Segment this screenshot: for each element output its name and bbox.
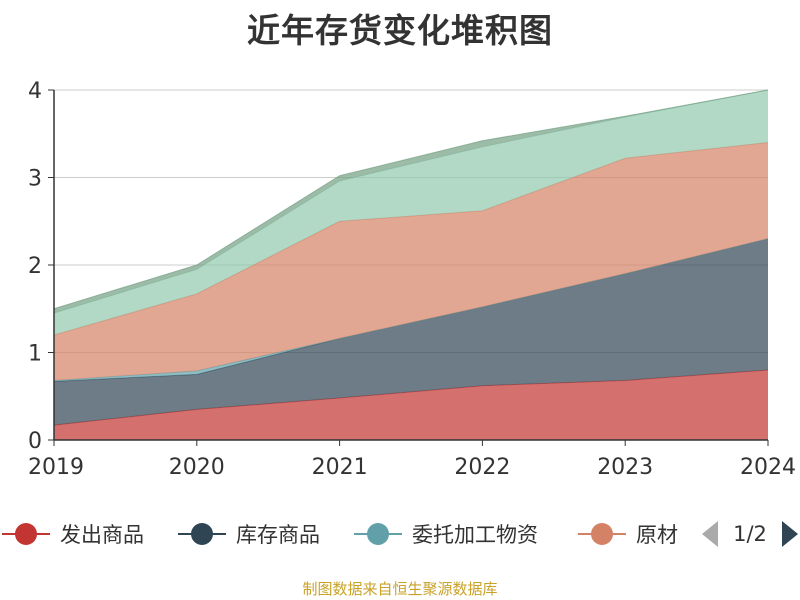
legend-page-indicator: 1/2 <box>733 522 767 546</box>
x-tick-label: 2022 <box>454 455 510 480</box>
triangle-left-icon[interactable] <box>700 519 720 549</box>
x-tick-label: 2021 <box>312 455 368 480</box>
area-series-2 <box>54 238 768 426</box>
axes <box>53 90 769 446</box>
legend-marker-icon <box>178 514 226 554</box>
area-series-6 <box>54 90 768 314</box>
y-tick-labels: 0 1 2 3 4 <box>28 79 42 454</box>
y-tick-label: 1 <box>28 342 42 367</box>
legend-label: 委托加工物资 <box>412 523 538 547</box>
legend-label: 原材 <box>636 523 678 547</box>
triangle-right-icon[interactable] <box>780 519 800 549</box>
area-series-4 <box>54 142 768 381</box>
legend-marker-icon <box>354 514 402 554</box>
legend-marker-icon <box>578 514 626 554</box>
area-series <box>53 89 769 440</box>
legend-label: 库存商品 <box>236 523 320 547</box>
area-series-5 <box>54 90 768 335</box>
y-tick-label: 3 <box>28 167 42 192</box>
x-tick-label: 2019 <box>28 455 84 480</box>
x-tick-label: 2023 <box>597 455 653 480</box>
y-tick-label: 4 <box>28 79 42 104</box>
x-tick-label: 2020 <box>169 455 225 480</box>
x-tick-labels: 2019 2020 2021 2022 2023 2024 <box>28 455 796 480</box>
legend-item-3[interactable]: 委托加工物资 <box>354 514 538 554</box>
legend-item-1[interactable]: 发出商品 <box>2 514 144 554</box>
area-series-1 <box>54 370 768 440</box>
chart-title: 近年存货变化堆积图 <box>247 11 553 50</box>
legend-pager: 1/2 <box>700 514 800 554</box>
legend: 发出商品 库存商品 委托加工物资 原材 <box>0 514 690 554</box>
legend-item-2[interactable]: 库存商品 <box>178 514 320 554</box>
legend-label: 发出商品 <box>60 523 144 547</box>
source-note: 制图数据来自恒生聚源数据库 <box>302 580 498 598</box>
area-series-line-6 <box>53 89 769 310</box>
y-tick-label: 2 <box>28 254 42 279</box>
y-tick-label: 0 <box>28 429 42 454</box>
legend-item-4[interactable]: 原材 <box>578 514 678 554</box>
legend-marker-icon <box>2 514 50 554</box>
x-tick-label: 2024 <box>740 455 796 480</box>
